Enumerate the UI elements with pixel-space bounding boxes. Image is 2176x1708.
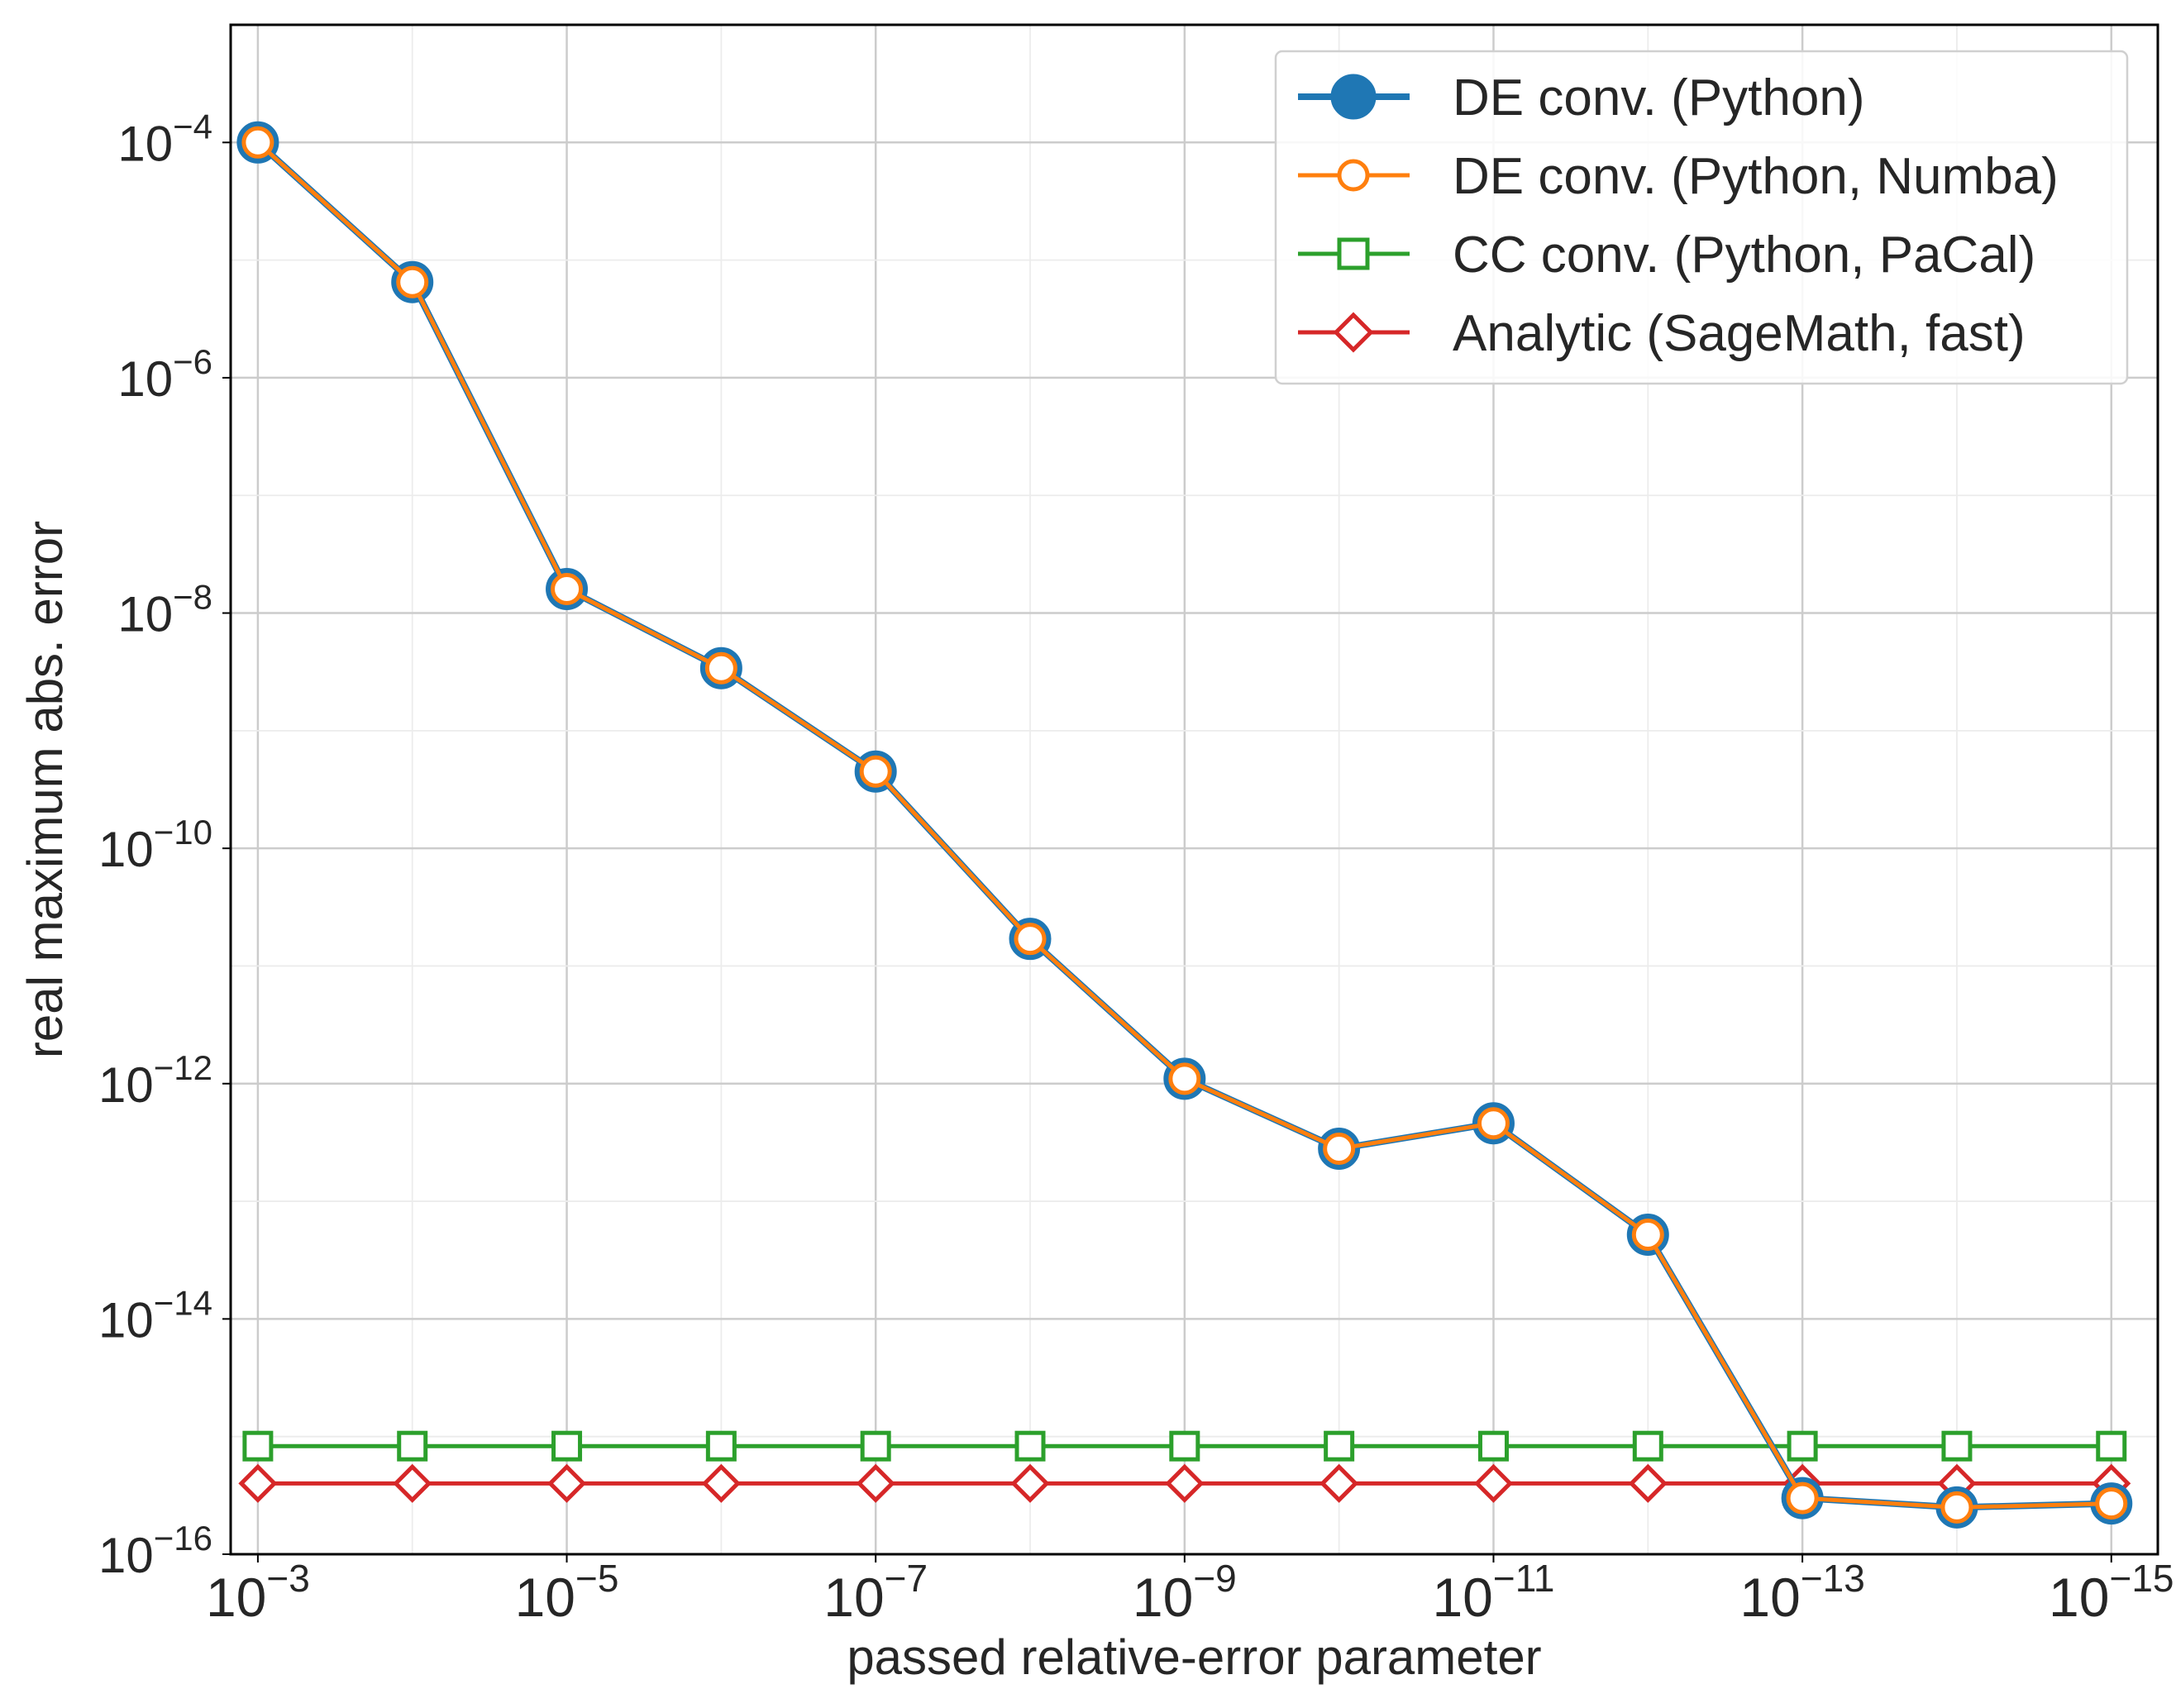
- data-point: [1330, 74, 1377, 120]
- data-point: [1631, 1218, 1664, 1251]
- series-layer: [236, 121, 2133, 1529]
- data-point: [242, 1430, 274, 1462]
- legend-label: DE conv. (Python, Numba): [1453, 148, 2059, 205]
- data-point: [704, 651, 737, 685]
- data-point: [1333, 312, 1374, 353]
- legend: DE conv. (Python) DE conv. (Python, Numba…: [1274, 50, 2129, 385]
- data-point: [393, 1463, 432, 1503]
- data-point: [551, 572, 584, 605]
- data-point: [859, 755, 892, 788]
- x-tick-label: 10−5: [515, 1557, 619, 1628]
- data-point: [1473, 1463, 1514, 1503]
- data-point: [241, 126, 274, 159]
- legend-label: DE conv. (Python): [1453, 69, 1864, 126]
- y-tick-label: 10−16: [98, 1519, 212, 1583]
- series-1: [241, 126, 2128, 1524]
- y-tick-label: 10−12: [98, 1048, 212, 1113]
- plot-frame: [229, 23, 2159, 1556]
- legend-entry-1: DE conv. (Python, Numba): [1298, 148, 2059, 205]
- data-point: [1165, 1463, 1205, 1503]
- data-point: [701, 1463, 741, 1503]
- legend-frame: [1274, 50, 2129, 385]
- x-tick-label: 10−3: [206, 1557, 310, 1628]
- legend-label: Analytic (SageMath, fast): [1453, 305, 2026, 362]
- data-point: [1324, 1430, 1355, 1462]
- y-tick-label: 10−6: [117, 342, 212, 407]
- data-point: [1323, 1132, 1356, 1165]
- legend-entry-2: CC conv. (Python, PaCal): [1298, 227, 2035, 284]
- data-point: [1169, 1430, 1200, 1462]
- y-tick-label: 10−8: [117, 578, 212, 642]
- data-point: [547, 1463, 587, 1503]
- legend-label: CC conv. (Python, PaCal): [1453, 227, 2035, 284]
- data-point: [397, 1430, 428, 1462]
- x-axis-ticks: 10−3 10−5 10−7 10−9 10−11 10−13 10−15: [206, 1554, 2174, 1628]
- data-point: [1010, 1463, 1050, 1503]
- data-point: [2095, 1487, 2128, 1520]
- data-point: [1941, 1430, 1973, 1462]
- data-point: [1787, 1430, 1818, 1462]
- x-tick-label: 10−13: [1739, 1557, 1864, 1628]
- data-point: [1477, 1107, 1510, 1140]
- data-point: [1014, 923, 1047, 956]
- data-point: [1477, 1430, 1509, 1462]
- y-tick-label: 10−4: [117, 107, 212, 171]
- y-tick-label: 10−14: [98, 1283, 212, 1348]
- x-tick-label: 10−7: [823, 1557, 928, 1628]
- data-point: [1337, 159, 1370, 192]
- data-point: [1337, 237, 1370, 270]
- data-point: [551, 1430, 583, 1462]
- x-tick-label: 10−11: [1432, 1557, 1554, 1628]
- data-point: [2096, 1430, 2127, 1462]
- data-point: [856, 1463, 895, 1503]
- y-axis-ticks: 10−4 10−6 10−8 10−10 10−12 10−14 10−16: [98, 107, 231, 1583]
- data-point: [1168, 1062, 1201, 1095]
- data-point: [238, 1463, 278, 1503]
- data-point: [1628, 1463, 1668, 1503]
- x-tick-label: 10−9: [1133, 1557, 1237, 1628]
- data-point: [1940, 1491, 1973, 1524]
- legend-entry-0: DE conv. (Python): [1298, 69, 1864, 126]
- x-tick-label: 10−15: [2049, 1557, 2174, 1628]
- legend-entry-3: Analytic (SageMath, fast): [1298, 305, 2026, 362]
- data-point: [1632, 1430, 1663, 1462]
- data-point: [1319, 1463, 1359, 1503]
- data-point: [860, 1430, 891, 1462]
- data-point: [1786, 1481, 1819, 1515]
- data-point: [705, 1430, 737, 1462]
- data-point: [396, 265, 429, 298]
- series-2: [242, 1430, 2127, 1462]
- x-axis-title: passed relative-error parameter: [847, 1629, 1541, 1685]
- data-point: [1014, 1430, 1046, 1462]
- y-tick-label: 10−10: [98, 813, 212, 877]
- y-axis-title: real maximum abs. error: [17, 521, 73, 1058]
